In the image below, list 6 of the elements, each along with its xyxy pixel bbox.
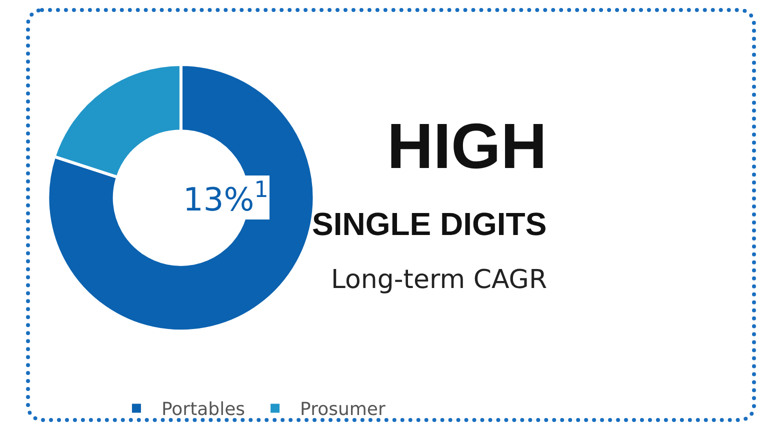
legend-label: Portables <box>161 399 246 420</box>
text: HIGH <box>387 110 547 182</box>
text: SINGLE DIGITS <box>312 206 547 242</box>
text: Long-term CAGR <box>331 265 548 295</box>
text: 13%$^{1}$ <box>183 177 268 218</box>
legend-label: Prosumer <box>300 399 386 420</box>
